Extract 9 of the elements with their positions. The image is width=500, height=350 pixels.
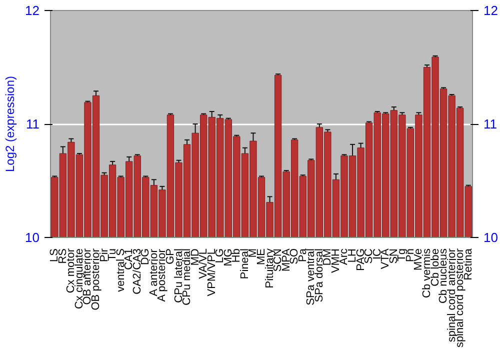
y-tick-label: 10	[25, 230, 40, 245]
y-tick-label: 12	[25, 3, 40, 18]
y-tick-label: 11	[26, 116, 40, 132]
y2-tick-label: 10	[484, 230, 498, 245]
y2-tick-label: 12	[484, 3, 498, 18]
x-tick-label: Tg	[396, 248, 408, 262]
y2-tick-label: 11	[484, 116, 497, 132]
y-axis-title: Log2 (expression)	[3, 76, 18, 172]
x-tick-label: A posterior	[156, 248, 168, 302]
